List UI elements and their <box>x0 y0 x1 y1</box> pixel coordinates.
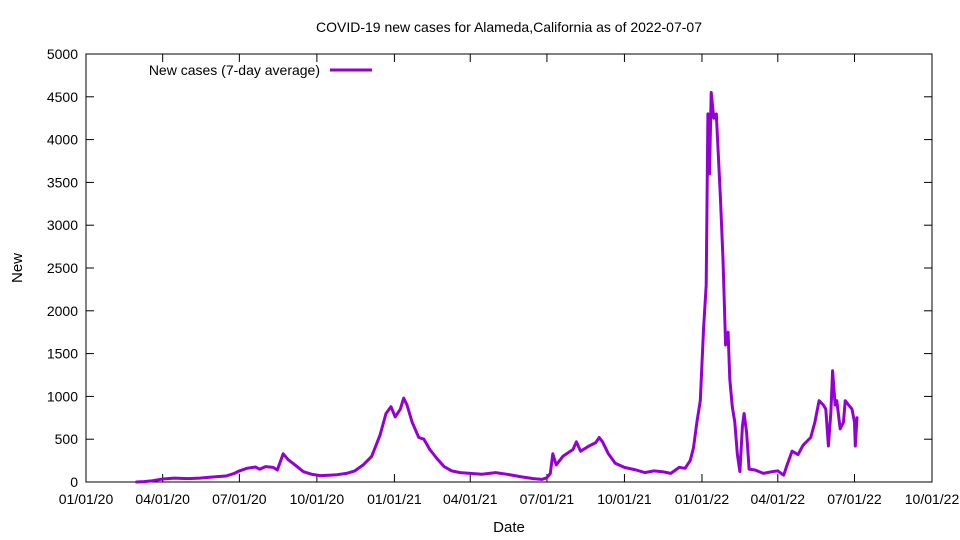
legend-label: New cases (7-day average) <box>149 62 320 78</box>
x-tick-label: 04/01/21 <box>443 491 498 507</box>
axis-ticks: 0 500 1000 1500 2000 2500 3000 3500 4000 4500 5000… <box>47 46 960 507</box>
y-tick-label: 3000 <box>47 217 78 233</box>
plot-area-frame <box>85 53 933 483</box>
chart-title: COVID-19 new cases for Alameda,Californi… <box>316 19 702 35</box>
y-tick-label: 3500 <box>47 174 78 190</box>
x-tick-label: 01/01/21 <box>367 491 422 507</box>
y-tick-label: 4000 <box>47 132 78 148</box>
y-tick-label: 1000 <box>47 388 78 404</box>
x-tick-label: 10/01/22 <box>905 491 960 507</box>
x-tick-label: 01/01/22 <box>675 491 730 507</box>
x-tick-label: 07/01/20 <box>212 491 267 507</box>
x-tick-label: 10/01/21 <box>597 491 652 507</box>
y-tick-label: 500 <box>55 431 79 447</box>
y-axis-title: New <box>9 253 26 283</box>
x-tick-label: 07/01/22 <box>827 491 882 507</box>
y-tick-label: 2500 <box>47 260 78 276</box>
x-axis-title: Date <box>493 519 525 536</box>
y-tick-label: 4500 <box>47 89 78 105</box>
legend: New cases (7-day average) <box>149 62 372 78</box>
y-tick-label: 0 <box>70 474 78 490</box>
x-tick-label: 01/01/20 <box>59 491 114 507</box>
y-tick-label: 5000 <box>47 46 78 62</box>
x-tick-label: 07/01/21 <box>520 491 575 507</box>
x-tick-label: 04/01/20 <box>135 491 190 507</box>
series-layer <box>135 91 859 484</box>
x-tick-label: 04/01/22 <box>751 491 806 507</box>
series-line <box>135 91 859 484</box>
y-tick-label: 2000 <box>47 303 78 319</box>
x-tick-label: 10/01/20 <box>290 491 345 507</box>
y-tick-label: 1500 <box>47 346 78 362</box>
